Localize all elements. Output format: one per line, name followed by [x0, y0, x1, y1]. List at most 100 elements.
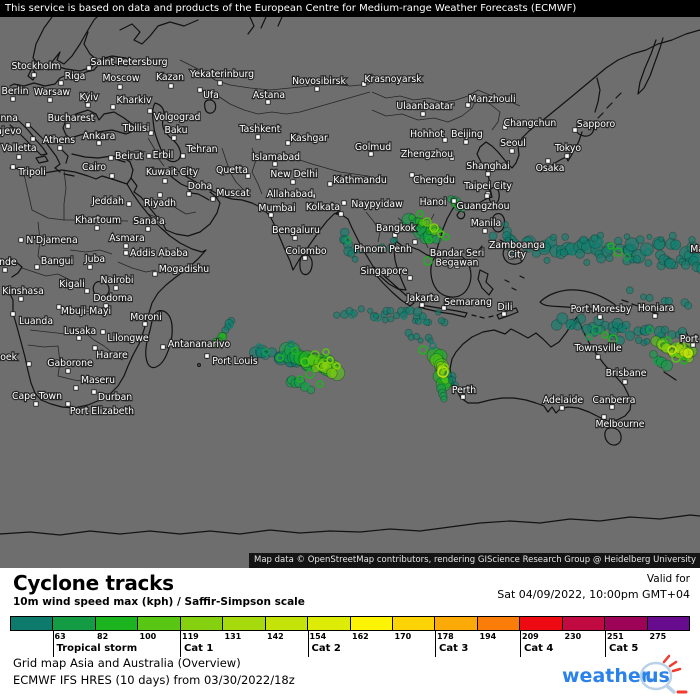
city-label: Ufa [203, 90, 219, 101]
city-marker [18, 237, 24, 243]
cyclone-track-point [367, 307, 374, 314]
cyclone-track-point [624, 237, 640, 252]
city-marker [146, 153, 152, 159]
city-label: Hanoi [420, 197, 447, 208]
scale-category-label: Cat 4 [520, 631, 553, 657]
city-marker [285, 140, 291, 146]
cyclone-track-point [412, 332, 421, 341]
city-label: Beirut [115, 151, 143, 162]
city-marker [597, 314, 603, 320]
city-label: Taipei City [463, 181, 512, 192]
city-label: Honiara [638, 303, 674, 314]
city-marker [85, 102, 91, 108]
city-marker [338, 211, 344, 217]
city-marker [272, 161, 278, 167]
cyclone-track-ring [442, 233, 450, 241]
cyclone-track-ring [226, 321, 234, 329]
scale-boundary-value: 82 [97, 632, 109, 641]
city-label: Allahabad [267, 189, 313, 200]
city-marker [168, 83, 174, 89]
city-marker [245, 173, 251, 179]
cyclone-track-point [531, 248, 541, 258]
city-label: Tashkent [239, 124, 281, 135]
weather-us-logo[interactable]: weather. us [560, 654, 694, 700]
city-label: Singapore [361, 266, 408, 277]
cyclone-track-point [646, 233, 653, 240]
weather-map[interactable]: Stockholm Saint Petersburg Riga Moscow Kazan… [0, 17, 700, 568]
city-label: Manzhouli [468, 94, 515, 105]
cyclone-track-point [634, 336, 643, 345]
cyclone-track-ring [672, 242, 680, 250]
city-label: Novosibirsk [292, 76, 346, 87]
cyclone-track-ring [596, 238, 604, 246]
cyclone-track-ring [416, 210, 424, 218]
cyclone-track-point [351, 255, 359, 263]
map-canvas[interactable]: Stockholm Saint Petersburg Riga Moscow Kazan… [0, 17, 700, 568]
city-label: Kinshasa [2, 286, 44, 297]
cyclone-track-point [561, 233, 569, 241]
city-marker [622, 379, 628, 385]
city-marker [92, 345, 98, 351]
city-label: Yaounde [0, 257, 17, 268]
cyclone-track-point [440, 395, 448, 403]
banner-text: This service is based on data and produc… [5, 3, 577, 14]
city-marker [126, 201, 132, 207]
city-label: Juba [84, 254, 105, 265]
scale-segment [137, 616, 181, 631]
cyclone-track-point [450, 381, 459, 390]
city-marker [409, 172, 415, 178]
city-marker [197, 87, 203, 93]
city-marker [407, 275, 413, 281]
city-label: Mumbai [258, 203, 295, 214]
cyclone-track-ring [317, 361, 327, 371]
scale-category-label: Tropical storm [52, 631, 137, 657]
scale-segment [10, 616, 54, 631]
map-attribution: Map data © OpenStreetMap contributors, r… [249, 553, 700, 568]
cyclone-track-point [664, 257, 676, 270]
scale-labels: Tropical storm Cat 1 Cat 2 Cat 3 Cat 4 Cat 5 6… [10, 631, 690, 659]
city-marker [559, 405, 565, 411]
cyclone-track-ring [441, 363, 449, 371]
valid-time: Sat 04/09/2022, 10:00pm GMT+04 [497, 588, 690, 601]
city-marker [460, 394, 466, 400]
cyclone-track-ring [623, 253, 631, 261]
city-label: Majuro [690, 244, 700, 255]
city-marker [204, 353, 210, 359]
cyclone-track-ring [622, 326, 630, 334]
city-marker [509, 148, 515, 154]
city-marker [451, 198, 457, 204]
scale-boundary-value: 100 [139, 632, 157, 641]
city-marker [58, 80, 64, 86]
city-label: Dili [498, 302, 513, 313]
cyclone-track-ring [344, 236, 352, 244]
country-borders [21, 59, 521, 383]
cyclone-track-ring [214, 339, 222, 347]
city-marker [508, 254, 514, 260]
city-marker [162, 178, 168, 184]
scale-boundary-value: 170 [394, 632, 412, 641]
city-label: Moscow [103, 73, 140, 84]
city-label: Ankara [83, 131, 116, 142]
city-marker [442, 137, 448, 143]
city-label: Windhoek [0, 352, 18, 363]
city-label: Cairo [82, 162, 106, 173]
city-label: Sarajevo [0, 126, 22, 137]
scale-segment [179, 616, 224, 631]
city-marker [86, 65, 92, 71]
city-label: Bengaluru [272, 225, 320, 236]
city-label: Bucharest [48, 113, 95, 124]
scale-boundary-value: 194 [479, 632, 497, 641]
city-marker [91, 389, 97, 395]
cyclone-track-ring [287, 340, 295, 348]
cyclone-track-ring [691, 254, 699, 262]
scale-category-label: Cat 3 [435, 631, 468, 657]
city-marker [103, 303, 109, 309]
city-marker [392, 232, 398, 238]
cyclone-track-ring [322, 348, 330, 356]
scale-boundary-value: 131 [224, 632, 242, 641]
scale-segment [604, 616, 648, 631]
city-label: Nairobi [100, 275, 133, 286]
cyclone-track-point [596, 253, 607, 264]
cyclone-track-point [435, 309, 442, 316]
city-label: Yekaterinburg [189, 69, 254, 80]
